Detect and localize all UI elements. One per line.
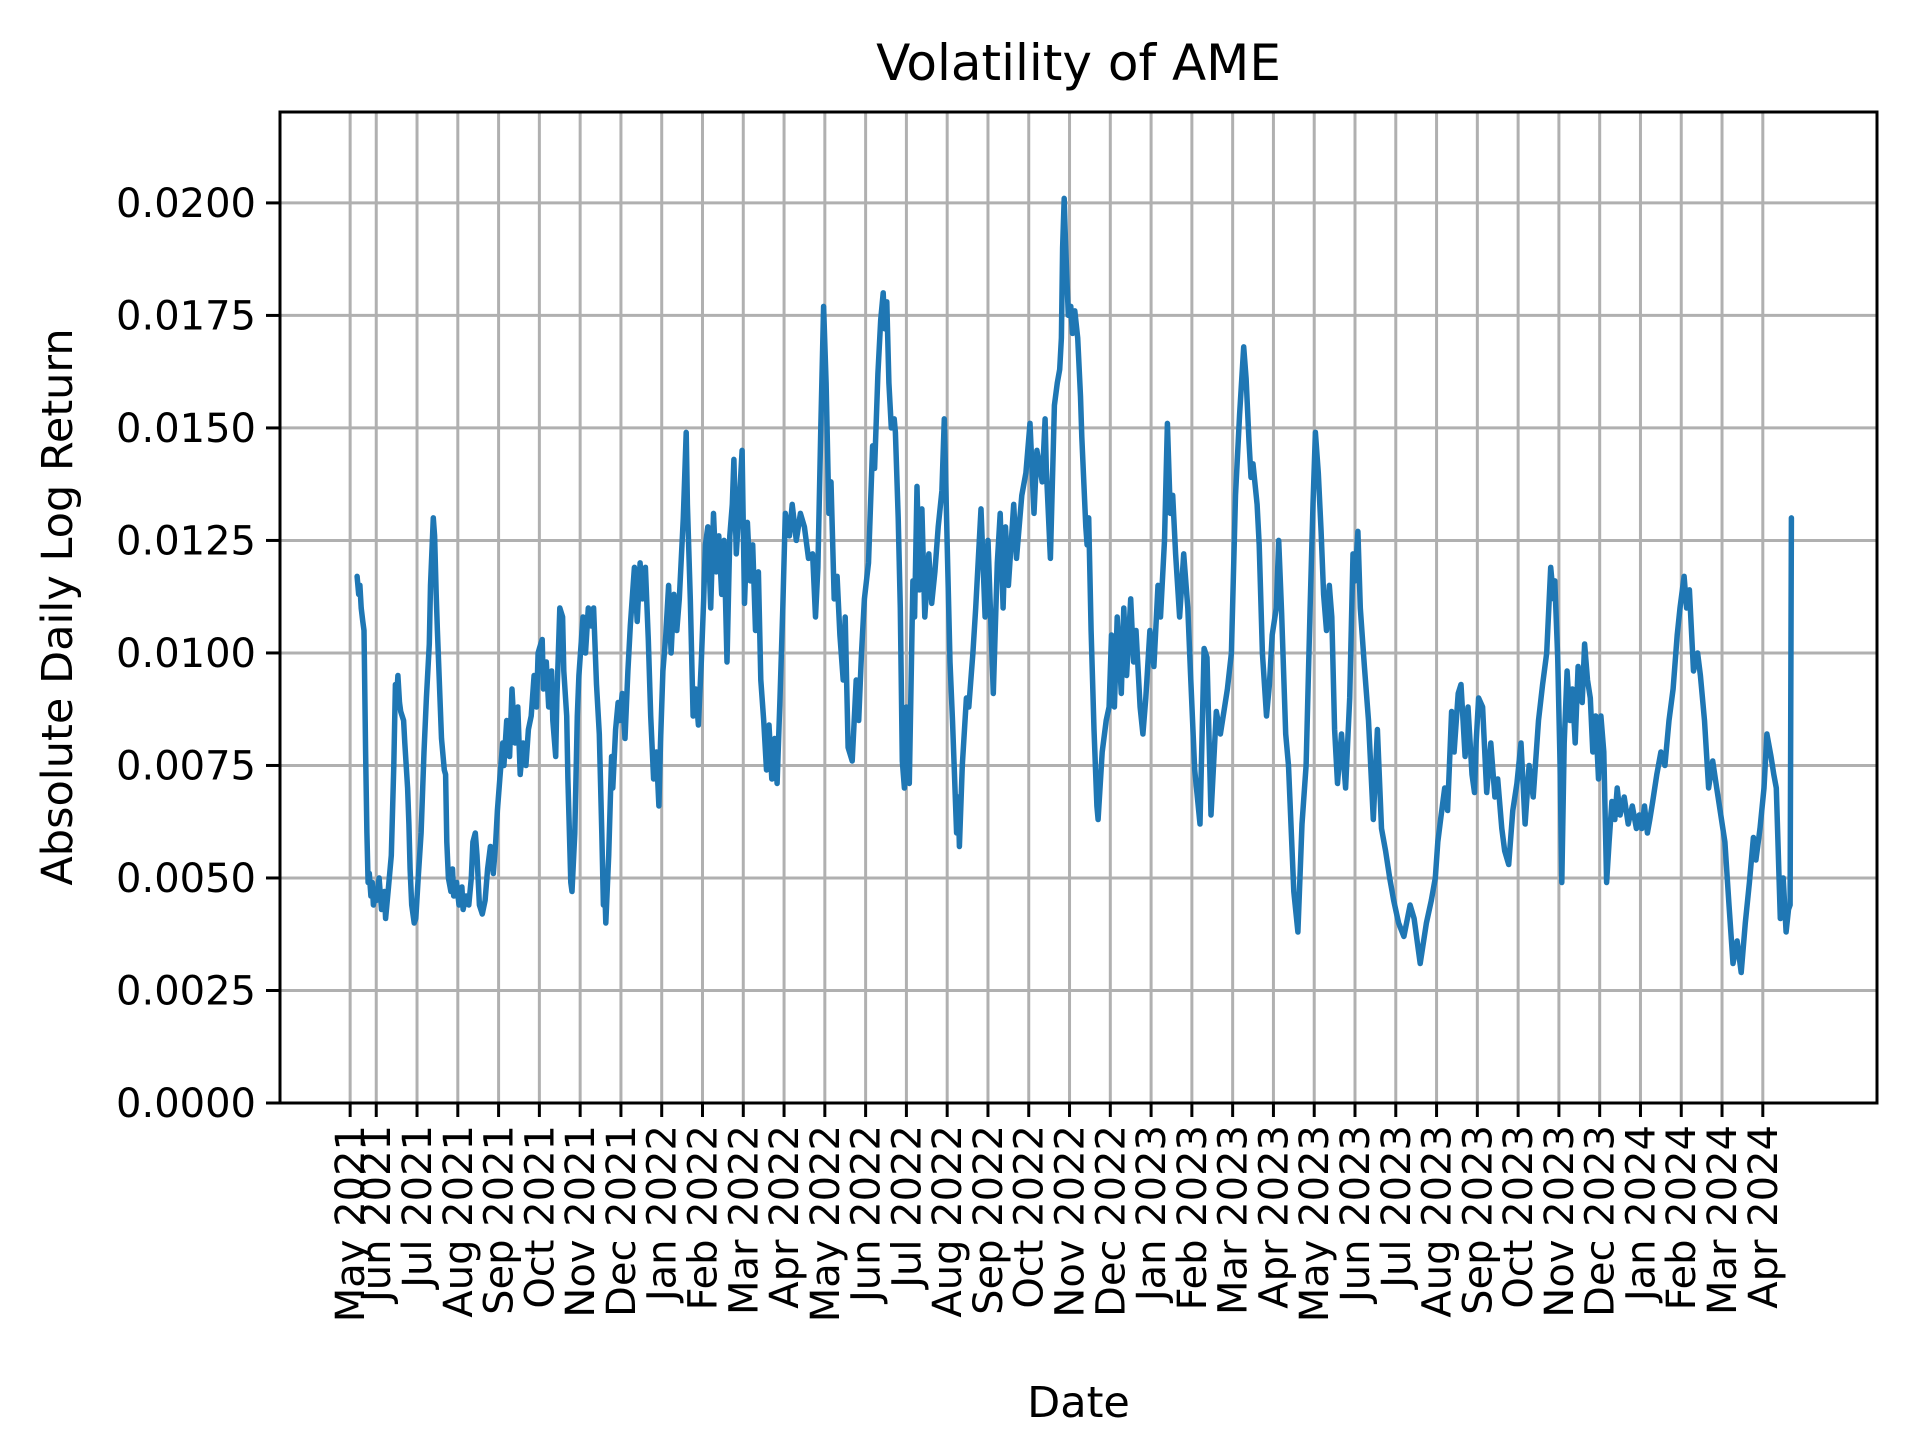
x-tick-label: Apr 2024 bbox=[1741, 1125, 1787, 1309]
x-tick-label: Sep 2023 bbox=[1455, 1125, 1501, 1315]
y-tick-label: 0.0150 bbox=[116, 406, 256, 452]
x-tick-label: Jun 2023 bbox=[1333, 1125, 1379, 1305]
chart-title: Volatility of AME bbox=[876, 34, 1281, 92]
x-tick-label: Oct 2023 bbox=[1496, 1125, 1542, 1309]
x-tick-label: Mar 2022 bbox=[721, 1125, 767, 1315]
x-tick-label: May 2021 bbox=[328, 1125, 374, 1322]
x-tick-label: Feb 2024 bbox=[1659, 1125, 1705, 1310]
y-tick-label: 0.0125 bbox=[116, 518, 256, 564]
x-tick-label: Nov 2023 bbox=[1537, 1125, 1583, 1318]
x-tick-label: Jun 2021 bbox=[354, 1125, 400, 1305]
y-tick-label: 0.0050 bbox=[116, 856, 256, 902]
x-tick-label: Jun 2022 bbox=[844, 1125, 890, 1305]
x-tick-label: Sep 2022 bbox=[966, 1125, 1012, 1315]
x-axis-label: Date bbox=[1027, 1378, 1130, 1428]
y-tick-label: 0.0000 bbox=[116, 1081, 256, 1127]
x-tick-label: Aug 2021 bbox=[436, 1125, 482, 1318]
x-tick-label: Feb 2023 bbox=[1170, 1125, 1216, 1310]
y-tick-label: 0.0175 bbox=[116, 293, 256, 339]
gridlines bbox=[280, 112, 1877, 1105]
x-tick-label: Oct 2022 bbox=[1007, 1125, 1053, 1309]
axis-ticks bbox=[266, 201, 1765, 1117]
x-tick-label: Oct 2021 bbox=[517, 1125, 563, 1309]
x-tick-label: Mar 2023 bbox=[1211, 1125, 1257, 1315]
plot-border bbox=[278, 110, 1879, 1105]
y-tick-label: 0.0200 bbox=[116, 181, 256, 227]
x-tick-label: Aug 2023 bbox=[1415, 1125, 1461, 1318]
x-tick-label: Aug 2022 bbox=[925, 1125, 971, 1318]
y-tick-label: 0.0025 bbox=[116, 968, 256, 1014]
x-tick-label: May 2022 bbox=[803, 1125, 849, 1322]
x-tick-label: Jan 2024 bbox=[1618, 1125, 1664, 1304]
x-tick-label: Feb 2022 bbox=[680, 1125, 726, 1310]
x-tick-label: Jul 2022 bbox=[884, 1125, 930, 1291]
x-tick-label: Apr 2023 bbox=[1251, 1125, 1297, 1309]
volatility-line bbox=[354, 195, 1795, 976]
x-tick-label: Dec 2021 bbox=[599, 1125, 645, 1317]
x-tick-label: Dec 2023 bbox=[1578, 1125, 1624, 1317]
x-tick-label: Dec 2022 bbox=[1088, 1125, 1134, 1317]
x-tick-label: Jan 2022 bbox=[640, 1125, 686, 1304]
y-tick-label: 0.0100 bbox=[116, 631, 256, 677]
x-tick-label: Sep 2021 bbox=[477, 1125, 523, 1315]
x-tick-label: Mar 2024 bbox=[1700, 1125, 1746, 1315]
x-tick-label: Nov 2021 bbox=[558, 1125, 604, 1318]
x-tick-label: Jul 2021 bbox=[395, 1125, 441, 1291]
y-tick-label: 0.0075 bbox=[116, 743, 256, 789]
x-tick-label: Jul 2023 bbox=[1374, 1125, 1420, 1291]
x-tick-label: Apr 2022 bbox=[762, 1125, 808, 1309]
x-tick-label: Nov 2022 bbox=[1048, 1125, 1094, 1318]
x-tick-label: Jan 2023 bbox=[1129, 1125, 1175, 1304]
y-tick-labels: 0.0000 0.0025 0.0050 0.0075 0.0100 0.0125 0.01… bbox=[116, 181, 256, 1127]
x-tick-label: May 2023 bbox=[1292, 1125, 1338, 1322]
y-axis-label: Absolute Daily Log Return bbox=[33, 328, 83, 886]
